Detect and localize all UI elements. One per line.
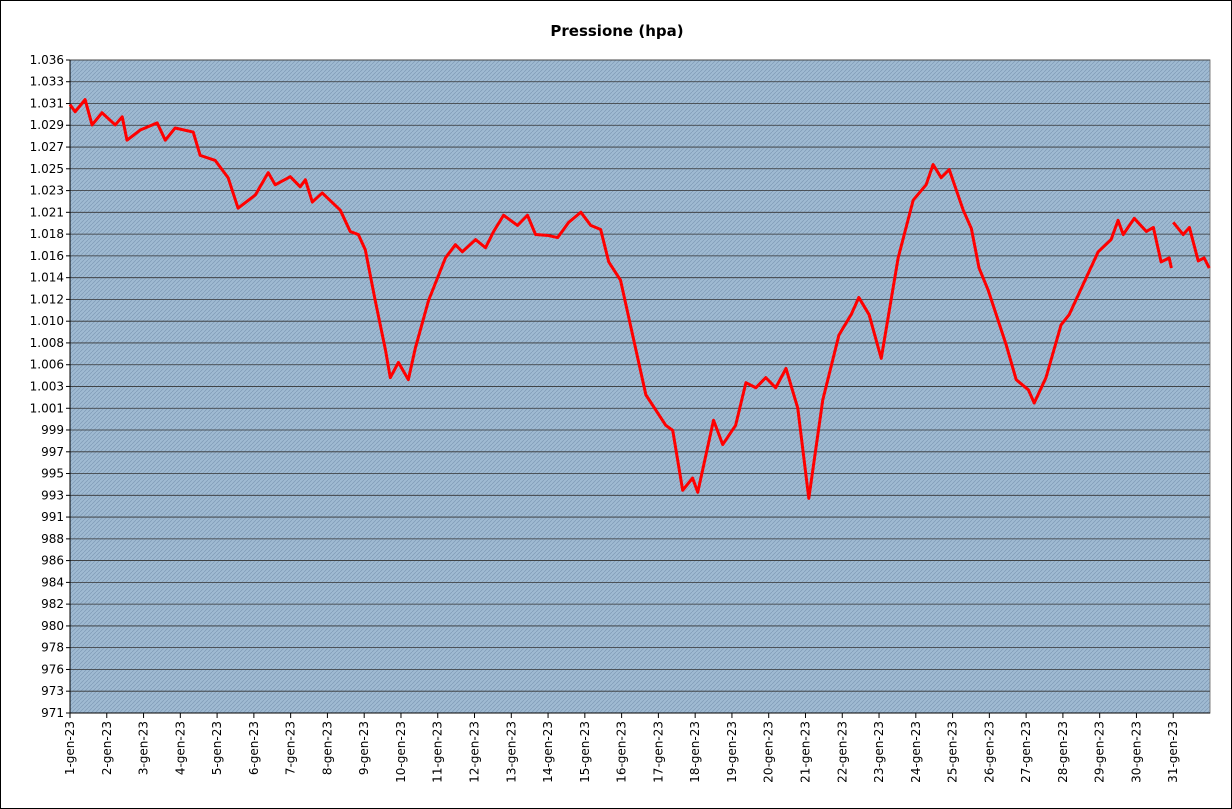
y-tick-label: 980 [41,619,64,633]
x-tick-label: 12-gen-23 [468,721,482,783]
y-tick-label: 1.021 [30,205,64,219]
y-tick-label: 1.033 [30,75,64,89]
y-tick-label: 971 [41,706,64,720]
x-tick-label: 7-gen-23 [284,721,298,775]
y-tick-label: 1.031 [30,97,64,111]
x-tick-label: 10-gen-23 [394,721,408,783]
x-tick-label: 30-gen-23 [1129,721,1143,783]
x-tick-label: 16-gen-23 [615,721,629,783]
y-tick-label: 1.014 [30,271,64,285]
y-tick-label: 1.016 [30,249,64,263]
x-tick-label: 29-gen-23 [1093,721,1107,783]
y-tick-label: 1.003 [30,379,64,393]
y-tick-label: 1.006 [30,358,64,372]
x-tick-label: 1-gen-23 [63,721,77,775]
y-tick-label: 1.010 [30,314,64,328]
x-tick-label: 28-gen-23 [1056,721,1070,783]
y-tick-label: 1.036 [30,53,64,67]
y-tick-label: 1.001 [30,401,64,415]
x-tick-label: 27-gen-23 [1019,721,1033,783]
x-tick-label: 2-gen-23 [100,721,114,775]
x-tick-label: 26-gen-23 [982,721,996,783]
y-tick-label: 976 [41,662,64,676]
y-tick-label: 1.012 [30,292,64,306]
y-tick-label: 1.029 [30,118,64,132]
y-tick-label: 982 [41,597,64,611]
y-tick-label: 988 [41,532,64,546]
y-tick-label: 993 [41,488,64,502]
x-tick-label: 17-gen-23 [651,721,665,783]
x-tick-label: 20-gen-23 [762,721,776,783]
y-tick-label: 991 [41,510,64,524]
x-tick-label: 21-gen-23 [798,721,812,783]
x-tick-label: 9-gen-23 [357,721,371,775]
x-tick-label: 4-gen-23 [173,721,187,775]
x-tick-label: 11-gen-23 [431,721,445,783]
y-tick-label: 1.027 [30,140,64,154]
y-tick-label: 973 [41,684,64,698]
y-tick-label: 997 [41,445,64,459]
x-tick-label: 14-gen-23 [541,721,555,783]
chart-title: Pressione (hpa) [550,22,683,40]
x-tick-label: 5-gen-23 [210,721,224,775]
x-tick-label: 31-gen-23 [1166,721,1180,783]
y-tick-label: 995 [41,467,64,481]
x-tick-label: 13-gen-23 [504,721,518,783]
x-tick-label: 15-gen-23 [578,721,592,783]
x-tick-label: 25-gen-23 [946,721,960,783]
y-tick-label: 999 [41,423,64,437]
line-series [1172,221,1211,269]
x-tick-label: 3-gen-23 [137,721,151,775]
x-tick-label: 22-gen-23 [835,721,849,783]
y-tick-label: 1.023 [30,184,64,198]
x-tick-label: 8-gen-23 [320,721,334,775]
y-tick-label: 978 [41,641,64,655]
x-tick-label: 19-gen-23 [725,721,739,783]
line-series [68,98,1173,500]
y-tick-label: 984 [41,575,64,589]
y-tick-label: 1.008 [30,336,64,350]
x-tick-label: 24-gen-23 [909,721,923,783]
y-tick-label: 986 [41,554,64,568]
y-tick-label: 1.025 [30,162,64,176]
y-tick-label: 1.018 [30,227,64,241]
x-tick-label: 23-gen-23 [872,721,886,783]
x-tick-label: 6-gen-23 [247,721,261,775]
x-tick-label: 18-gen-23 [688,721,702,783]
